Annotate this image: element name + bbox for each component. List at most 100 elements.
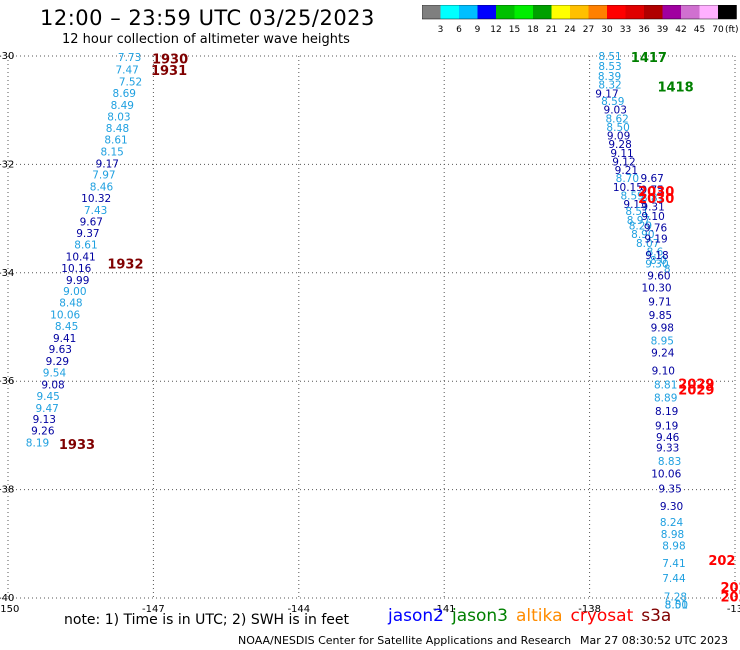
- swh-value-track3: 10.30: [642, 282, 672, 294]
- swh-value-track3: 9.98: [651, 323, 674, 335]
- swh-value-track3: 9.19: [644, 234, 667, 246]
- colorbar-tick: 24: [564, 25, 576, 35]
- swh-value-track2: 8.07: [636, 238, 659, 250]
- swh-value-track3: 9.67: [640, 173, 663, 185]
- swh-value-track3: 8.50: [665, 600, 688, 612]
- x-tick-label: -13: [727, 604, 740, 615]
- swh-value-track3: 8.01: [665, 600, 688, 612]
- swh-value-track3: 9.85: [649, 310, 672, 322]
- swh-value-track1: 10.32: [81, 193, 111, 205]
- credit-source: NOAA/NESDIS Center for Satellite Applica…: [238, 634, 572, 647]
- colorbar-unit: (ft): [725, 25, 739, 35]
- colorbar-tick: 6: [456, 25, 462, 35]
- colorbar-tick: 45: [694, 25, 705, 35]
- swh-value-track3: 8.95: [651, 336, 674, 348]
- swh-value-track1: 8.69: [113, 88, 136, 100]
- colorbar-frame: [422, 5, 737, 20]
- swh-value-track1: 9.26: [31, 426, 55, 438]
- swh-value-track1: 10.16: [61, 263, 91, 275]
- footnote: note: 1) Time is in UTC; 2) SWH is in fe…: [64, 612, 350, 628]
- colorbar-swatch: [607, 5, 626, 19]
- swh-value-track3: 9.76: [644, 222, 668, 234]
- colorbar-swatch: [533, 5, 552, 19]
- swh-value-track3: 7.28: [664, 591, 687, 603]
- swh-value-track1: 9.41: [53, 333, 76, 345]
- colorbar-tick: 30: [601, 25, 613, 35]
- swh-value-track2: 8.97: [627, 215, 650, 227]
- swh-value-track1: 9.37: [76, 228, 99, 240]
- pass-time-label: 1418: [657, 80, 693, 95]
- pass-time-label: 1930: [152, 53, 188, 68]
- colorbar-swatch: [699, 5, 718, 19]
- colorbar-swatch: [459, 5, 478, 19]
- colorbar-swatch: [662, 5, 681, 19]
- swh-value-track3: 9.30: [660, 501, 683, 513]
- swh-value-track1: 8.48: [59, 298, 82, 310]
- colorbar-swatch: [570, 5, 589, 19]
- colorbar-tick: 39: [657, 25, 669, 35]
- swh-value-track3: 9.75: [640, 184, 663, 196]
- swh-value-track1: 9.13: [33, 414, 56, 426]
- x-tick-label: -147: [142, 604, 165, 615]
- swh-value-track3: 8.98: [661, 529, 684, 541]
- legend-s3a: s3a: [641, 606, 672, 626]
- swh-value-track3: 7.41: [662, 558, 685, 570]
- swh-value-track2: 8.39: [598, 71, 621, 83]
- swh-value-track3: 8.89: [654, 392, 677, 404]
- swh-value-track1: 9.08: [41, 379, 64, 391]
- swh-value-track1: 9.99: [66, 275, 89, 287]
- swh-value-track3: 9.31: [641, 202, 664, 214]
- colorbar-swatch: [644, 5, 663, 19]
- swh-value-track1: 9.45: [36, 391, 59, 403]
- colorbar-tick: 33: [620, 25, 631, 35]
- swh-value-track2: 9.12: [612, 157, 635, 169]
- colorbar-tick: 15: [509, 25, 520, 35]
- colorbar-tick: 27: [583, 25, 594, 35]
- swh-value-track1: 9.17: [96, 158, 119, 170]
- swh-value-track1: 7.47: [115, 65, 138, 77]
- swh-value-track2: 8.50: [606, 122, 629, 134]
- swh-value-track2: 9.11: [610, 148, 633, 160]
- colorbar-tick: 18: [527, 25, 539, 35]
- swh-value-track2: 8.51: [625, 206, 648, 218]
- colorbar-tick: 42: [675, 25, 686, 35]
- swh-value-track3: 8.24: [660, 517, 684, 529]
- y-tick-label: -40: [0, 593, 14, 604]
- pass-time-label: 202: [708, 554, 735, 569]
- x-tick-label: -144: [287, 604, 310, 615]
- colorbar-swatch: [440, 5, 459, 19]
- swh-value-track1: 9.00: [63, 286, 86, 298]
- swh-value-track1: 8.61: [104, 134, 127, 146]
- legend-jason2: jason2: [388, 606, 444, 626]
- swh-value-track1: 8.46: [90, 182, 114, 194]
- swh-value-track3: 10.06: [651, 468, 681, 480]
- wave-height-colorbar: 3 6 9 12 15 18 21 24 27 30 33 36 39 42 45 70 (ft): [422, 5, 739, 35]
- swh-value-track1: 8.48: [106, 123, 129, 135]
- swh-value-track3: 8.81: [641, 192, 664, 204]
- swh-value-track1: 8.49: [111, 100, 134, 112]
- swh-value-track1: 7.97: [92, 170, 115, 182]
- colorbar-swatch: [551, 5, 570, 19]
- swh-value-track3: 9.18: [645, 250, 668, 262]
- pass-time-label: 1932: [107, 258, 143, 273]
- swh-value-track2: 8.62: [605, 113, 628, 125]
- swh-value-track3: 9.10: [641, 211, 664, 223]
- satellite-legend: jason2 jason3 altika cryosat s3a: [388, 606, 679, 626]
- swh-value-track2: 9.17: [595, 88, 618, 100]
- swh-value-track1: 8.03: [107, 112, 130, 124]
- swh-value-track2: 8.53: [598, 61, 621, 73]
- swh-value-track3: 8.98: [662, 540, 685, 552]
- swh-value-track2: 9.09: [607, 131, 630, 143]
- pass-time-label: 202: [720, 581, 740, 596]
- pass-time-label: 2030: [638, 185, 674, 200]
- legend-altika: altika: [516, 606, 563, 626]
- swh-value-track2: 9.15: [623, 199, 646, 211]
- swh-value-track3: 9.19: [655, 421, 678, 433]
- swh-value-track1: 9.29: [46, 356, 69, 368]
- x-tick-label: -141: [433, 604, 456, 615]
- swh-value-track3: 9.46: [656, 432, 680, 444]
- x-tick-label: -138: [578, 604, 601, 615]
- swh-value-track2: 8: [664, 263, 671, 275]
- swh-value-track1: 7.73: [118, 52, 141, 64]
